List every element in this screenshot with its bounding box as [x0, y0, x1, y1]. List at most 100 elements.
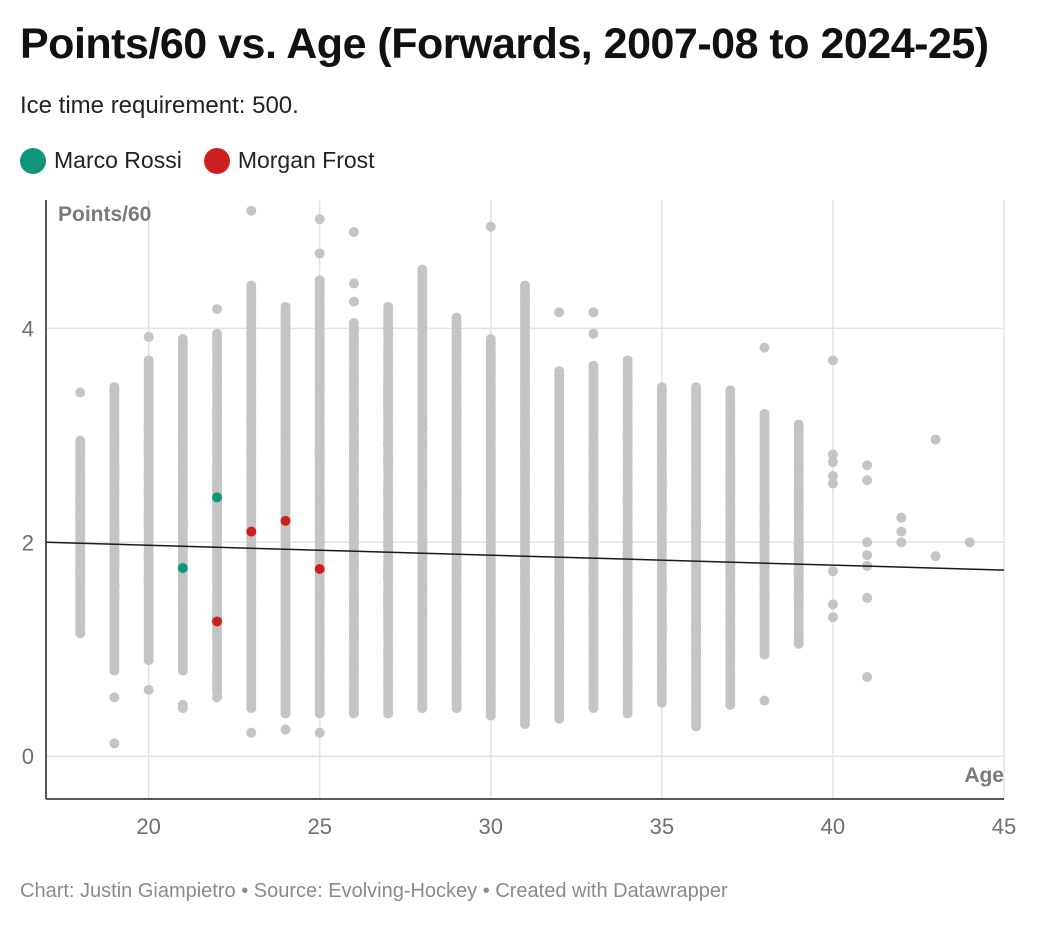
background-point	[109, 554, 120, 565]
background-point	[520, 484, 530, 495]
background-point	[691, 382, 702, 393]
background-point	[862, 672, 873, 683]
background-point	[348, 442, 359, 453]
background-point	[485, 484, 496, 495]
background-point	[725, 587, 736, 598]
background-point	[793, 531, 804, 542]
background-point	[451, 561, 462, 572]
background-point	[725, 462, 736, 473]
point-morgan-frost	[280, 515, 291, 526]
background-point	[109, 452, 120, 463]
background-point	[827, 478, 838, 489]
background-point	[896, 512, 907, 523]
background-point	[827, 355, 838, 366]
background-point	[485, 473, 496, 484]
background-point	[177, 516, 188, 527]
legend-swatch-marco-rossi	[20, 147, 46, 174]
background-point	[75, 550, 86, 561]
background-point	[177, 411, 188, 422]
background-point	[212, 529, 223, 540]
background-point	[827, 566, 838, 577]
background-point	[656, 449, 667, 460]
legend-item-morgan-frost[interactable]: Morgan Frost	[203, 147, 375, 174]
background-point	[246, 414, 257, 425]
background-point	[759, 342, 770, 353]
background-point	[280, 498, 291, 509]
background-point	[485, 565, 496, 576]
background-point	[348, 403, 359, 414]
background-point	[383, 550, 394, 561]
background-point	[109, 469, 120, 480]
background-point	[485, 541, 496, 552]
chart-footer: Chart: Justin Giampietro • Source: Evolv…	[20, 880, 728, 902]
background-point	[930, 551, 941, 562]
background-point	[759, 695, 770, 706]
background-point	[485, 596, 496, 607]
background-point	[588, 626, 599, 637]
background-point	[622, 551, 633, 562]
background-point	[109, 484, 120, 495]
background-point	[109, 460, 120, 471]
background-point	[691, 622, 702, 633]
background-point	[759, 479, 770, 490]
background-point	[520, 624, 530, 635]
background-point	[520, 572, 530, 583]
background-point	[314, 473, 325, 484]
background-point	[383, 540, 394, 551]
background-point	[383, 439, 394, 450]
background-point	[383, 597, 394, 608]
background-point	[896, 526, 907, 537]
background-point	[246, 366, 257, 377]
legend: Marco Rossi Morgan Frost	[20, 147, 375, 174]
background-point	[588, 596, 599, 607]
background-point	[348, 278, 359, 289]
background-point	[348, 518, 359, 529]
background-point	[451, 551, 462, 562]
background-point	[212, 410, 223, 421]
background-point	[246, 503, 257, 514]
legend-item-marco-rossi[interactable]: Marco Rossi	[20, 147, 182, 174]
point-morgan-frost	[246, 526, 257, 537]
background-point	[143, 355, 154, 366]
background-point	[177, 492, 188, 503]
background-point	[862, 550, 873, 561]
background-point	[485, 458, 496, 469]
background-point	[554, 472, 565, 483]
background-point	[485, 628, 496, 639]
background-point	[485, 419, 496, 430]
background-point	[177, 699, 188, 710]
background-point	[451, 544, 462, 555]
background-point	[246, 727, 257, 738]
background-point	[348, 422, 359, 433]
background-point	[417, 412, 428, 423]
background-point	[109, 544, 120, 555]
background-point	[656, 498, 667, 509]
background-point	[862, 460, 873, 471]
background-point	[143, 331, 154, 342]
background-point	[280, 552, 291, 563]
background-point	[588, 582, 599, 593]
background-point	[554, 366, 565, 377]
point-morgan-frost	[314, 564, 325, 575]
background-point	[212, 328, 223, 339]
background-point	[520, 439, 530, 450]
x-tick-label-25: 25	[307, 814, 331, 839]
background-point	[177, 466, 188, 477]
background-point	[622, 628, 633, 639]
background-point	[793, 419, 804, 430]
background-point	[759, 531, 770, 542]
background-point	[485, 334, 496, 345]
background-point	[451, 480, 462, 491]
x-tick-label-30: 30	[479, 814, 503, 839]
background-point	[588, 569, 599, 580]
legend-label-morgan-frost: Morgan Frost	[237, 147, 375, 173]
background-point	[177, 439, 188, 450]
background-point	[656, 604, 667, 615]
background-point	[656, 540, 667, 551]
background-point	[314, 587, 325, 598]
background-point	[862, 592, 873, 603]
highlighted-points	[177, 492, 325, 627]
background-point	[554, 612, 565, 623]
background-point	[588, 610, 599, 621]
background-point	[143, 469, 154, 480]
